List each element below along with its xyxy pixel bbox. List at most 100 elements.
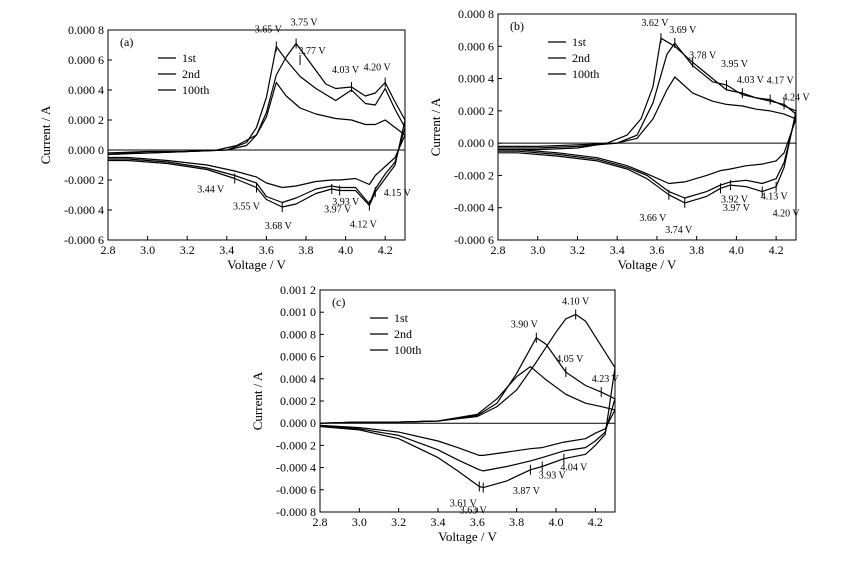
y-tick-label: 0.000 4 xyxy=(458,72,494,86)
peak-label: 4.03 V xyxy=(332,65,360,76)
legend-entry: 100th xyxy=(182,83,209,97)
x-axis-label: Voltage / V xyxy=(618,257,677,272)
peak-label: 4.13 V xyxy=(761,192,789,203)
y-tick-label: 0.000 0 xyxy=(68,143,104,157)
x-tick-label: 2.8 xyxy=(491,243,506,257)
y-tick-label: 0.000 6 xyxy=(458,39,494,53)
y-tick-label: -0.000 8 xyxy=(276,505,316,519)
x-tick-label: 2.8 xyxy=(101,243,116,257)
peak-label: 3.61 V xyxy=(450,498,478,509)
legend-entry: 100th xyxy=(394,343,421,357)
y-tick-label: 0.001 2 xyxy=(280,283,316,297)
series-line-2nd xyxy=(498,42,797,199)
peak-label: 4.15 V xyxy=(384,188,412,199)
peak-label: 3.65 V xyxy=(255,25,283,36)
x-tick-label: 3.0 xyxy=(352,515,367,529)
y-tick-label: 0.000 0 xyxy=(458,136,494,150)
peak-label: 4.04 V xyxy=(560,463,588,474)
x-axis-label: Voltage / V xyxy=(438,529,497,544)
legend-entry: 1st xyxy=(394,311,409,325)
peak-label: 3.93 V xyxy=(539,470,567,481)
x-tick-label: 4.0 xyxy=(338,243,353,257)
peak-label: 3.74 V xyxy=(665,225,693,236)
y-tick-label: -0.000 6 xyxy=(64,233,104,247)
peak-label: 4.17 V xyxy=(767,76,795,87)
legend-entry: 1st xyxy=(182,51,197,65)
peak-label: 3.63 V xyxy=(460,506,488,517)
y-tick-label: -0.000 2 xyxy=(454,168,494,182)
peak-label: 3.97 V xyxy=(723,203,751,214)
legend-entry: 2nd xyxy=(182,67,200,81)
y-tick-label: 0.000 0 xyxy=(280,416,316,430)
legend-entry: 100th xyxy=(572,67,599,81)
panel-b: 2.8 3.0 3.2 3.4 3.6 3.8 4.0 4.2 -0.000 6 -0.000 4… xyxy=(428,7,810,272)
peak-label: 3.66 V xyxy=(639,213,667,224)
peak-label: 4.05 V xyxy=(556,354,584,365)
peak-label: 3.97 V xyxy=(324,205,352,216)
x-tick-label: 3.4 xyxy=(610,243,625,257)
y-tick-label: 0.000 4 xyxy=(280,372,316,386)
y-tick-label: 0.000 2 xyxy=(280,394,316,408)
x-tick-label: 3.8 xyxy=(689,243,704,257)
series-line-100th xyxy=(107,81,406,189)
x-tick-label: 3.8 xyxy=(509,515,524,529)
y-tick-label: -0.000 6 xyxy=(454,233,494,247)
x-tick-label: 3.6 xyxy=(470,515,485,529)
peak-label: 3.55 V xyxy=(233,202,261,213)
legend-entry: 2nd xyxy=(394,327,412,341)
x-tick-label: 2.8 xyxy=(313,515,328,529)
y-axis-label: Current / A xyxy=(428,97,443,156)
peak-label: 3.44 V xyxy=(197,185,225,196)
panel-label: (c) xyxy=(332,295,345,309)
x-tick-label: 3.4 xyxy=(219,243,234,257)
x-tick-label: 3.2 xyxy=(180,243,195,257)
series-line-2nd xyxy=(319,337,616,472)
series-line-100th xyxy=(498,76,797,185)
peak-label: 3.77 V xyxy=(299,46,327,57)
y-tick-label: 0.001 0 xyxy=(280,305,316,319)
y-tick-label: -0.000 4 xyxy=(454,201,494,215)
panel-c: 2.8 3.0 3.2 3.4 3.6 3.8 4.0 4.2 -0.000 8 -0.000 6… xyxy=(250,283,620,544)
y-tick-label: 0.000 8 xyxy=(458,7,494,21)
x-tick-label: 3.2 xyxy=(570,243,585,257)
peak-label: 3.78 V xyxy=(689,50,717,61)
peak-label: 3.68 V xyxy=(265,221,293,232)
peak-label: 3.75 V xyxy=(291,18,319,29)
x-tick-label: 4.2 xyxy=(769,243,784,257)
peak-label: 4.10 V xyxy=(562,296,590,307)
x-tick-label: 3.6 xyxy=(649,243,664,257)
peak-label: 4.20 V xyxy=(364,63,392,74)
series-line-1st xyxy=(498,37,797,204)
x-tick-label: 4.2 xyxy=(588,515,603,529)
y-axis-label: Current / A xyxy=(38,105,53,164)
series-line-2nd xyxy=(108,45,406,205)
peak-label: 3.62 V xyxy=(641,18,669,29)
x-tick-label: 3.0 xyxy=(140,243,155,257)
y-axis-label: Current / A xyxy=(250,371,265,430)
x-tick-label: 4.0 xyxy=(549,515,564,529)
y-tick-label: -0.000 2 xyxy=(64,173,104,187)
peak-label: 4.12 V xyxy=(350,220,378,231)
peak-label: 3.69 V xyxy=(669,25,697,36)
y-tick-label: 0.000 2 xyxy=(458,104,494,118)
peak-label: 3.87 V xyxy=(513,486,541,497)
peak-label: 4.24 V xyxy=(783,92,811,103)
peak-label: 4.03 V xyxy=(737,75,765,86)
x-tick-label: 3.0 xyxy=(530,243,545,257)
peak-label: 3.92 V xyxy=(721,194,749,205)
y-tick-label: 0.000 2 xyxy=(68,113,104,127)
y-tick-label: 0.000 6 xyxy=(280,350,316,364)
series-line-1st xyxy=(107,42,406,208)
y-tick-label: -0.000 6 xyxy=(276,483,316,497)
peak-label: 4.20 V xyxy=(773,209,801,220)
y-tick-label: -0.000 2 xyxy=(276,438,316,452)
panel-a: 2.8 3.0 3.2 3.4 3.6 3.8 4.0 4.2 -0.000 6 -0.000 4… xyxy=(38,18,412,273)
x-tick-label: 3.6 xyxy=(259,243,274,257)
panel-label: (b) xyxy=(510,19,524,33)
y-tick-label: 0.000 8 xyxy=(280,327,316,341)
y-tick-label: 0.000 8 xyxy=(68,23,104,37)
plot-frame xyxy=(497,13,797,241)
peak-label: 3.93 V xyxy=(332,197,360,208)
x-tick-label: 3.4 xyxy=(431,515,446,529)
